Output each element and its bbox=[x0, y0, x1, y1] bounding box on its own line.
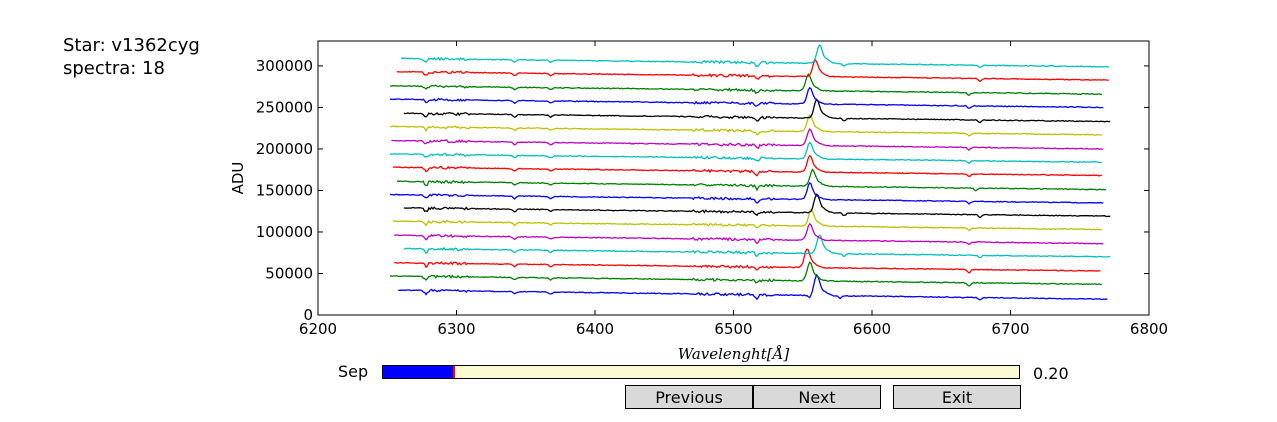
spectrum-line bbox=[389, 72, 1102, 97]
series-layer bbox=[389, 44, 1111, 301]
x-tick-label: 6600 bbox=[853, 320, 891, 338]
spectrum-line bbox=[389, 86, 1104, 110]
spectrum-line bbox=[390, 114, 1103, 137]
x-axis-label: Wavelenght[Å] bbox=[678, 345, 790, 363]
x-tick-label: 6800 bbox=[1130, 320, 1168, 338]
spectrum-line bbox=[392, 208, 1103, 232]
spectrum-line bbox=[403, 98, 1111, 124]
spectrum-line bbox=[403, 234, 1111, 259]
separation-slider[interactable] bbox=[382, 365, 1020, 379]
spectrum-line bbox=[392, 154, 1103, 178]
y-tick-label: 0 bbox=[303, 306, 313, 324]
spectrum-line bbox=[389, 261, 1102, 287]
info-panel: Star: v1362cyg spectra: 18 bbox=[63, 34, 200, 80]
x-tick-label: 6700 bbox=[991, 320, 1029, 338]
spectrum-line bbox=[403, 193, 1111, 219]
spectrum-line bbox=[391, 128, 1104, 152]
y-tick-label: 100000 bbox=[256, 223, 313, 241]
spectrum-line bbox=[398, 273, 1108, 301]
x-tick-label: 6200 bbox=[299, 320, 337, 338]
star-label: Star: v1362cyg bbox=[63, 35, 200, 56]
spectrum-line bbox=[401, 44, 1109, 69]
y-tick-label: 50000 bbox=[265, 264, 313, 282]
spectrum-line bbox=[394, 248, 1101, 274]
x-tick-label: 6500 bbox=[714, 320, 752, 338]
spectrum-line bbox=[389, 181, 1104, 205]
spectrum-line bbox=[394, 222, 1104, 246]
spectrum-line bbox=[390, 141, 1102, 165]
slider-label: Sep bbox=[338, 362, 369, 381]
y-axis-label: ADU bbox=[229, 162, 247, 195]
slider-marker[interactable] bbox=[453, 366, 456, 378]
y-tick-label: 250000 bbox=[256, 98, 313, 116]
exit-button[interactable]: Exit bbox=[893, 385, 1021, 409]
next-button[interactable]: Next bbox=[753, 385, 881, 409]
spectra-count-label: spectra: 18 bbox=[63, 58, 165, 79]
spectrum-line bbox=[396, 168, 1107, 192]
y-tick-label: 200000 bbox=[256, 140, 313, 158]
spectrum-line bbox=[396, 58, 1109, 83]
axes-frame bbox=[317, 40, 1150, 316]
previous-button[interactable]: Previous bbox=[625, 385, 753, 409]
slider-fill bbox=[383, 366, 455, 378]
y-tick-label: 150000 bbox=[256, 181, 313, 199]
slider-value: 0.20 bbox=[1033, 364, 1069, 383]
ticks-layer: 6200 6300 6400 6500 6600 6700 6800 0 50000 100000… bbox=[256, 41, 1168, 338]
y-tick-label: 300000 bbox=[256, 57, 313, 75]
x-tick-label: 6400 bbox=[576, 320, 614, 338]
x-tick-label: 6300 bbox=[437, 320, 475, 338]
